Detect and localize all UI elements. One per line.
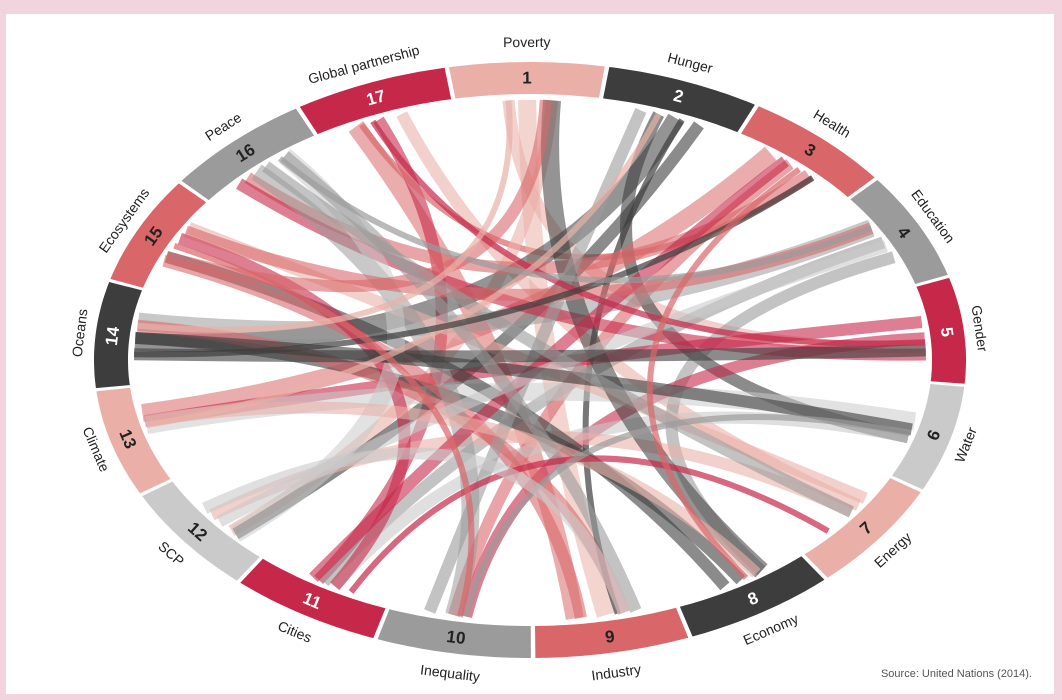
segment-label-16: Peace <box>202 109 244 144</box>
link-15-10 <box>173 242 475 617</box>
link-10-6 <box>463 414 911 618</box>
segment-1 <box>449 62 605 99</box>
chord-links <box>134 99 926 620</box>
link-14-5 <box>134 344 926 363</box>
link-11-3 <box>309 156 789 582</box>
source-note: Source: United Nations (2014). <box>880 668 1032 680</box>
segment-label-12: SCP <box>155 538 187 569</box>
segment-label-9: Industry <box>590 661 641 683</box>
segment-9 <box>535 607 689 658</box>
segment-label-2: Hunger <box>666 49 715 76</box>
segment-4 <box>850 180 948 284</box>
segment-label-1: Poverty <box>503 34 551 50</box>
segment-17 <box>299 67 452 135</box>
segment-number-1: 1 <box>522 68 532 87</box>
segment-number-11: 11 <box>300 589 324 613</box>
segment-6 <box>892 384 965 490</box>
segment-label-10: Inequality <box>419 661 480 684</box>
segment-label-3: Health <box>811 106 854 141</box>
segment-label-11: Cities <box>276 617 314 645</box>
segment-5 <box>916 277 966 384</box>
figure-frame: 1 2 3 4 5 6 7 8 9 10 11 12 13 14 15 16 17 Poverty Hunger H… <box>6 14 1054 694</box>
link-13-8 <box>144 401 761 578</box>
segment-number-5: 5 <box>937 326 957 338</box>
segment-number-10: 10 <box>445 627 466 648</box>
segment-12 <box>142 481 260 581</box>
link-16-4 <box>278 156 873 284</box>
segment-11 <box>240 558 386 639</box>
link-12-9 <box>202 447 630 615</box>
link-16-9 <box>280 151 642 613</box>
segment-label-14: Oceans <box>69 308 91 358</box>
segment-number-9: 9 <box>604 627 616 647</box>
segment-3 <box>741 106 875 198</box>
link-1-14 <box>137 100 513 333</box>
segment-number-2: 2 <box>672 86 686 107</box>
link-14-6 <box>135 331 913 436</box>
link-11-7 <box>348 455 830 594</box>
segment-number-17: 17 <box>364 86 387 109</box>
segment-14 <box>94 282 142 389</box>
segment-8 <box>679 556 825 637</box>
link-16-7 <box>262 161 854 518</box>
segment-label-5: Gender <box>969 304 992 353</box>
link-13-2 <box>146 112 662 429</box>
segment-15 <box>110 183 207 288</box>
link-3-8 <box>646 166 802 581</box>
segment-2 <box>603 67 755 133</box>
link-10-16 <box>251 164 480 618</box>
segment-7 <box>804 478 921 578</box>
segment-number-14: 14 <box>102 325 123 347</box>
segment-13 <box>96 387 171 494</box>
segment-label-6: Water <box>951 424 980 464</box>
segment-10 <box>377 609 531 658</box>
link-17-5 <box>370 119 926 347</box>
segment-16 <box>181 108 315 201</box>
